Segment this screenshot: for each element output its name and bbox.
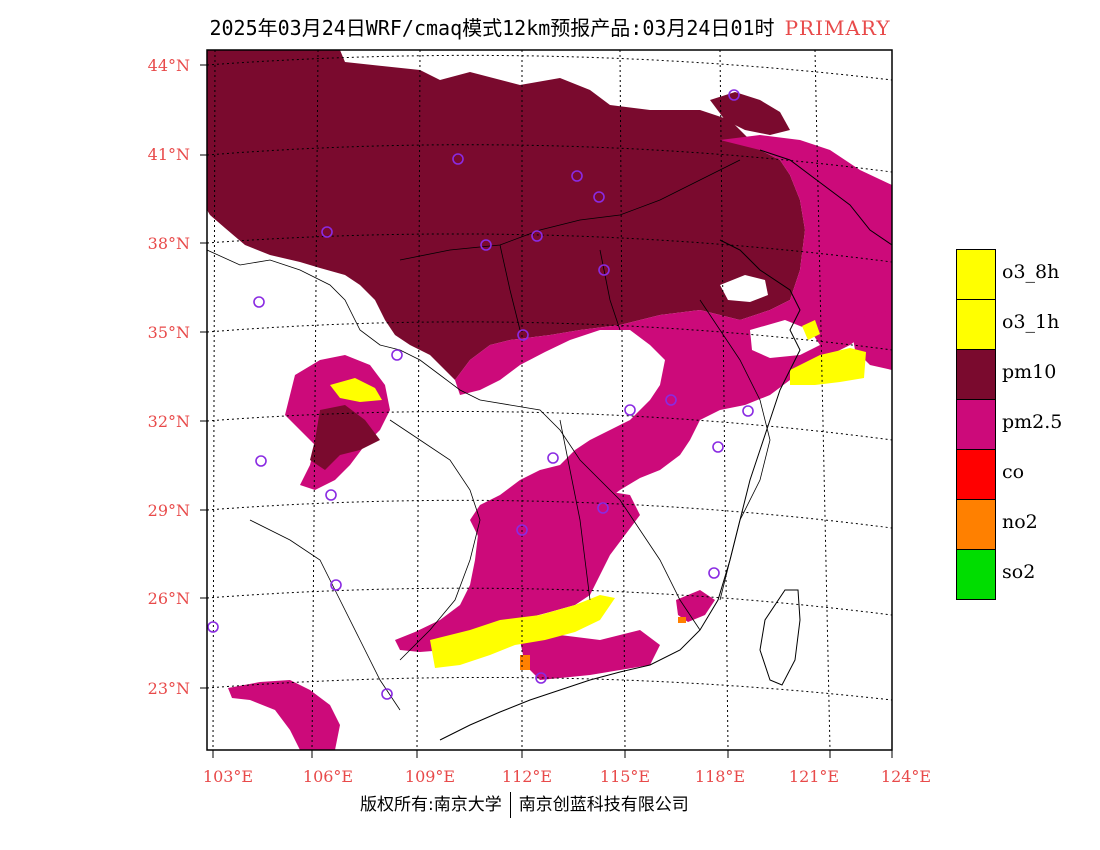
lat-label: 35°N [148, 323, 190, 342]
pm10-region-liaoning [710, 92, 790, 135]
legend-item-o3-1h: o3_1h [956, 299, 1096, 350]
clear-area-jiangsu [750, 320, 820, 358]
station-markers [207, 89, 754, 700]
legend-label: pm10 [1002, 361, 1057, 383]
copyright-footer: 版权所有:南京大学 南京创蓝科技有限公司 [360, 790, 689, 818]
lat-label: 38°N [148, 234, 190, 253]
pollution-fields [207, 50, 892, 750]
o3-region-shandong [802, 320, 820, 340]
lon-label: 112°E [502, 767, 552, 786]
legend-swatch [956, 449, 996, 500]
legend-swatch [956, 249, 996, 300]
pm25-region-south [395, 490, 640, 652]
pollutant-legend: o3_8h o3_1h pm10 pm2.5 co no2 so2 [956, 249, 1096, 600]
longitude-axis [212, 750, 893, 758]
latitude-axis [200, 64, 207, 689]
legend-label: so2 [1002, 561, 1036, 583]
legend-item-so2: so2 [956, 549, 1096, 600]
map-title: 2025年03月24日WRF/cmaq模式12km预报产品:03月24日01时 P… [0, 12, 1100, 41]
map-frame [206, 49, 893, 751]
legend-label: pm2.5 [1002, 411, 1063, 433]
o3-region-sichuan [330, 378, 382, 402]
footer-divider [509, 792, 511, 818]
legend-swatch [956, 349, 996, 400]
lat-label: 41°N [148, 145, 190, 164]
pm10-region-north [207, 50, 805, 380]
legend-item-pm10: pm10 [956, 349, 1096, 400]
lon-label: 103°E [203, 767, 253, 786]
lon-label: 106°E [303, 767, 353, 786]
lon-label: 115°E [600, 767, 650, 786]
primary-badge: PRIMARY [784, 16, 891, 40]
legend-swatch [956, 399, 996, 450]
graticule [207, 50, 892, 750]
legend-item-o3-8h: o3_8h [956, 249, 1096, 300]
legend-swatch [956, 499, 996, 550]
lon-label: 118°E [695, 767, 745, 786]
no2-spot-guangzhou [520, 655, 530, 670]
legend-item-co: co [956, 449, 1096, 500]
map-title-text: 2025年03月24日WRF/cmaq模式12km预报产品:03月24日01时 [209, 16, 775, 40]
legend-item-pm2-5: pm2.5 [956, 399, 1096, 450]
coastline [439, 149, 892, 741]
copyright-right: 南京创蓝科技有限公司 [518, 795, 689, 815]
lat-label: 26°N [148, 589, 190, 608]
pm25-region-east [455, 135, 892, 580]
o3-region-shanghai [790, 348, 866, 385]
lat-label: 23°N [148, 679, 190, 698]
legend-label: o3_8h [1002, 261, 1060, 283]
taiwan-outline [759, 589, 801, 686]
lat-label: 44°N [148, 56, 190, 75]
copyright-left: 版权所有:南京大学 [360, 795, 502, 815]
clear-area-shandong [720, 275, 768, 302]
legend-label: co [1002, 461, 1025, 483]
lat-label: 29°N [148, 501, 190, 520]
no2-spot-fujian [678, 617, 686, 623]
lon-label: 109°E [405, 767, 455, 786]
legend-swatch [956, 549, 996, 600]
legend-label: o3_1h [1002, 311, 1060, 333]
pm25-region-fujian [676, 590, 715, 622]
lon-label: 124°E [881, 767, 931, 786]
lat-label: 32°N [148, 412, 190, 431]
legend-label: no2 [1002, 511, 1038, 533]
legend-item-no2: no2 [956, 499, 1096, 550]
legend-swatch [956, 299, 996, 350]
pm25-region-southwest [228, 680, 340, 750]
pm25-region-guangdong [520, 630, 660, 680]
pm10-region-sichuan [310, 405, 380, 470]
lon-label: 121°E [789, 767, 839, 786]
